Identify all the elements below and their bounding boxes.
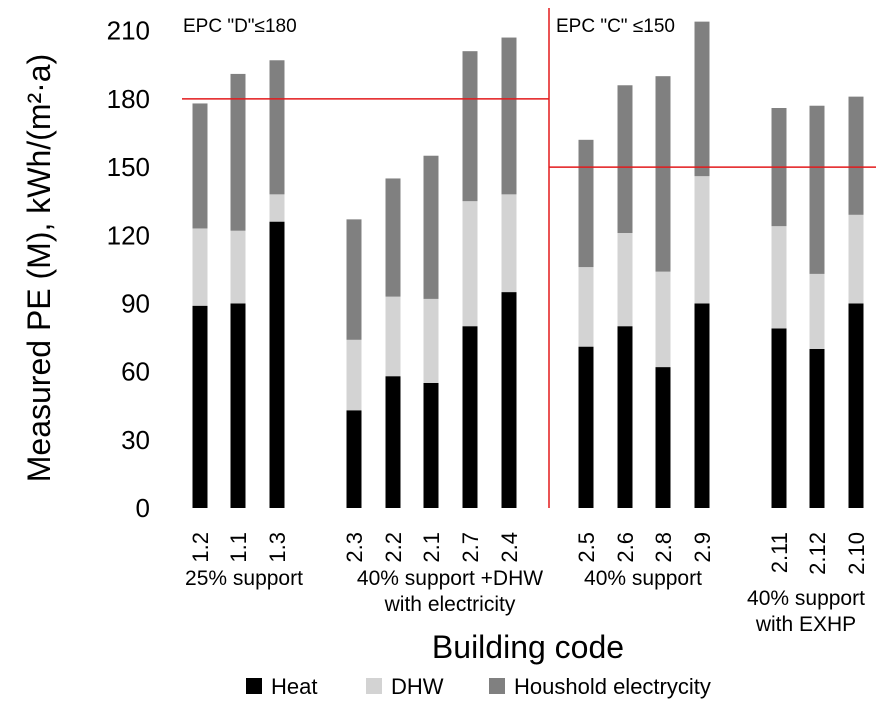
- x-tick-label: 2.5: [574, 532, 599, 563]
- x-tick-label: 2.12: [805, 532, 830, 575]
- legend-label-heat: Heat: [271, 674, 317, 699]
- x-tick-label: 2.3: [342, 532, 367, 563]
- bar-houshold-electrycity-1-1: [230, 73, 246, 231]
- bar-heat-2-7: [462, 326, 478, 508]
- bars-layer: [192, 21, 864, 509]
- bar-houshold-electrycity-2-6: [617, 85, 633, 233]
- x-tick-label: 2.9: [690, 532, 715, 563]
- bar-heat-2-9: [694, 303, 710, 508]
- group-label: 40% support +DHW: [357, 567, 543, 590]
- bar-heat-2-10: [848, 303, 864, 508]
- x-tick-label: 2.2: [381, 532, 406, 563]
- bar-dhw-2-3: [346, 339, 362, 411]
- group-label: 25% support: [185, 567, 303, 590]
- legend-swatch-houshold-electrycity: [489, 678, 505, 694]
- x-tick-label: 2.7: [458, 532, 483, 563]
- group-label: with electricity: [384, 593, 516, 616]
- bar-dhw-2-10: [848, 214, 864, 304]
- bar-houshold-electrycity-2-3: [346, 219, 362, 340]
- y-tick-label: 90: [121, 288, 150, 318]
- bar-houshold-electrycity-2-9: [694, 21, 710, 177]
- x-axis-ticks: 1.2 1.1 1.3 2.3 2.2 2.1 2.7 2.4 2.5 2.6 2.8 2.9 2.11…: [188, 532, 869, 575]
- bar-dhw-2-7: [462, 201, 478, 327]
- bar-dhw-2-1: [423, 298, 439, 383]
- y-tick-label: 0: [136, 493, 150, 523]
- bar-heat-2-8: [655, 367, 671, 508]
- y-tick-label: 180: [107, 84, 150, 114]
- y-tick-label: 60: [121, 357, 150, 387]
- bar-dhw-1-2: [192, 228, 208, 306]
- bar-houshold-electrycity-2-2: [385, 178, 401, 297]
- y-tick-label: 210: [107, 16, 150, 46]
- bar-heat-1-1: [230, 303, 246, 508]
- legend-swatch-dhw: [366, 678, 382, 694]
- bar-dhw-2-4: [501, 194, 517, 293]
- bar-dhw-2-12: [809, 273, 825, 349]
- bar-houshold-electrycity-1-2: [192, 103, 208, 229]
- x-axis-title: Building code: [432, 629, 624, 665]
- bar-heat-2-6: [617, 326, 633, 508]
- bar-houshold-electrycity-2-1: [423, 155, 439, 299]
- bar-heat-1-2: [192, 305, 208, 508]
- bar-houshold-electrycity-1-3: [269, 60, 285, 195]
- bar-dhw-2-6: [617, 233, 633, 327]
- bar-heat-2-4: [501, 292, 517, 508]
- bar-dhw-1-3: [269, 194, 285, 222]
- legend: Heat DHW Houshold electrycity: [246, 674, 711, 699]
- bar-dhw-2-5: [578, 267, 594, 347]
- epc-label: EPC "D"≤180: [183, 16, 297, 37]
- bar-houshold-electrycity-2-12: [809, 105, 825, 274]
- group-label: with EXHP: [755, 613, 856, 636]
- x-tick-label: 2.8: [651, 532, 676, 563]
- x-tick-label: 1.1: [226, 532, 251, 563]
- group-label: 40% support: [584, 567, 702, 590]
- bar-dhw-1-1: [230, 230, 246, 304]
- x-tick-label: 2.4: [497, 532, 522, 563]
- x-tick-label: 1.2: [188, 532, 213, 563]
- bar-houshold-electrycity-2-10: [848, 96, 864, 215]
- bar-heat-2-3: [346, 410, 362, 508]
- bar-houshold-electrycity-2-5: [578, 139, 594, 268]
- legend-swatch-heat: [246, 678, 262, 694]
- x-tick-label: 1.3: [265, 532, 290, 563]
- bar-dhw-2-11: [771, 226, 787, 329]
- y-axis-title: Measured PE (M), kWh/(m²·a): [21, 54, 57, 482]
- y-tick-label: 150: [107, 152, 150, 182]
- bar-dhw-2-2: [385, 296, 401, 377]
- x-tick-label: 2.1: [419, 532, 444, 563]
- y-tick-label: 120: [107, 220, 150, 250]
- y-tick-label: 30: [121, 425, 150, 455]
- bar-heat-2-12: [809, 348, 825, 508]
- legend-label-houshold-electrycity: Houshold electrycity: [514, 674, 711, 699]
- legend-label-dhw: DHW: [391, 674, 444, 699]
- x-tick-label: 2.6: [613, 532, 638, 563]
- bar-heat-2-11: [771, 328, 787, 508]
- bar-dhw-2-9: [694, 176, 710, 304]
- y-axis-ticks: 0 30 60 90 120 150 180 210: [107, 16, 150, 523]
- group-labels: 25% support 40% support +DHW with electric…: [185, 567, 865, 636]
- bar-heat-2-1: [423, 383, 439, 508]
- epc-label: EPC "C" ≤150: [556, 16, 675, 37]
- bar-houshold-electrycity-2-7: [462, 51, 478, 202]
- threshold-lines: EPC "D"≤180 EPC "C" ≤150: [182, 8, 876, 508]
- bar-dhw-2-8: [655, 271, 671, 368]
- bar-heat-2-2: [385, 376, 401, 508]
- x-tick-label: 2.10: [844, 532, 869, 575]
- x-tick-label: 2.11: [767, 532, 792, 573]
- bar-houshold-electrycity-2-8: [655, 76, 671, 272]
- group-label: 40% support: [747, 587, 865, 610]
- bar-houshold-electrycity-2-4: [501, 37, 517, 195]
- bar-heat-1-3: [269, 221, 285, 509]
- bar-heat-2-5: [578, 346, 594, 508]
